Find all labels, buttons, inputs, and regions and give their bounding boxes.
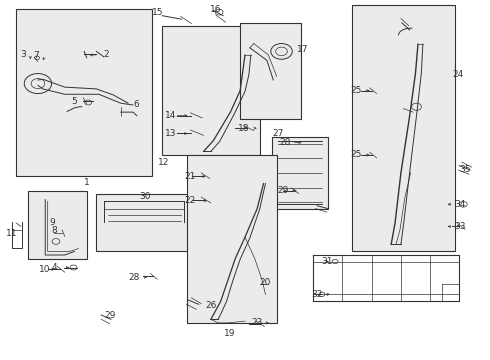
Text: 25: 25 [350, 86, 361, 95]
Text: 20: 20 [259, 278, 270, 287]
Text: 30: 30 [139, 192, 151, 201]
Text: 7: 7 [34, 51, 39, 60]
Text: 26: 26 [205, 301, 217, 310]
Bar [97, 194, 189, 251]
Text: 6: 6 [133, 100, 139, 109]
Bar [272, 137, 328, 208]
Text: 32: 32 [312, 290, 323, 299]
Text: 28: 28 [279, 138, 291, 147]
Text: 9: 9 [49, 219, 55, 228]
Text: 14: 14 [165, 111, 176, 120]
Text: 1: 1 [84, 178, 90, 187]
Text: 18: 18 [238, 124, 250, 133]
Text: 29: 29 [277, 186, 289, 195]
Text: 12: 12 [158, 158, 170, 167]
Text: 16: 16 [210, 5, 221, 14]
Bar [352, 5, 455, 251]
Text: 24: 24 [453, 70, 464, 79]
Text: 31: 31 [321, 257, 333, 266]
Text: 22: 22 [185, 196, 196, 205]
Text: 11: 11 [6, 229, 18, 238]
Text: 10: 10 [39, 265, 50, 274]
Text: 33: 33 [455, 222, 466, 231]
Text: 15: 15 [151, 8, 163, 17]
Text: 29: 29 [104, 311, 116, 320]
Bar [28, 191, 87, 258]
Text: 8: 8 [51, 225, 57, 234]
Text: 23: 23 [251, 318, 262, 327]
Text: 19: 19 [223, 329, 235, 338]
Text: 27: 27 [272, 129, 283, 138]
Text: 13: 13 [165, 129, 176, 138]
Text: 3: 3 [20, 50, 25, 59]
Bar [162, 26, 260, 155]
Text: 4: 4 [51, 263, 57, 272]
Text: 35: 35 [460, 165, 471, 174]
Text: 5: 5 [72, 97, 77, 106]
Bar [187, 155, 277, 323]
Text: 25: 25 [350, 150, 361, 159]
Text: 21: 21 [185, 172, 196, 181]
Text: 34: 34 [455, 200, 466, 209]
Bar [240, 23, 301, 119]
Bar [16, 9, 152, 176]
Text: 17: 17 [297, 45, 308, 54]
Text: 28: 28 [128, 273, 140, 282]
Text: 2: 2 [103, 50, 109, 59]
